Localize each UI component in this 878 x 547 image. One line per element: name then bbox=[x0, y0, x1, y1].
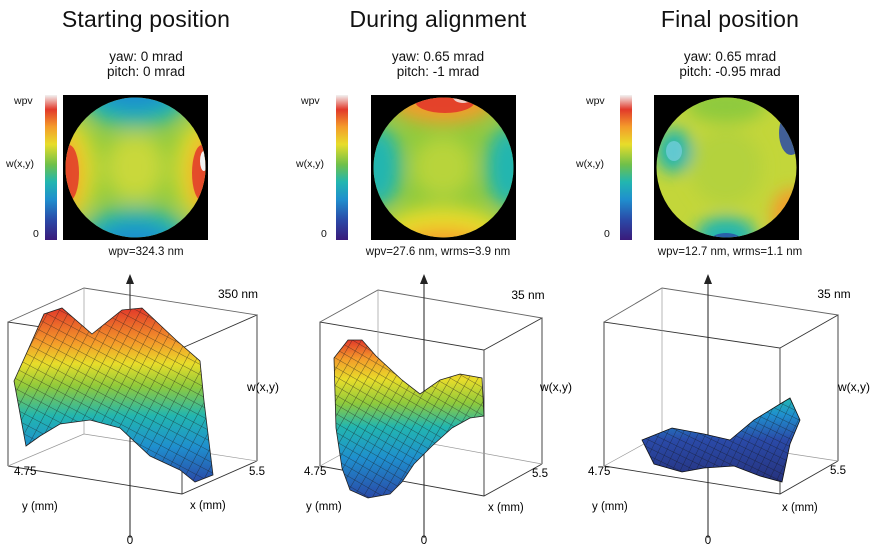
origin-label: 0 bbox=[705, 535, 711, 547]
panel-during-alignment: During alignment yaw: 0.65 mrad pitch: -… bbox=[292, 0, 584, 547]
z-axis-arrow-icon bbox=[420, 274, 428, 284]
x-axis-label: x (mm) bbox=[488, 502, 524, 514]
colorbar-top-label: wpv bbox=[586, 95, 605, 107]
colorbar bbox=[336, 95, 348, 240]
origin-label: 0 bbox=[127, 535, 133, 547]
y-axis-label: y (mm) bbox=[22, 501, 58, 513]
surface-plot: 35 nm w(x,y) 4.75 5.5 y (mm) x (mm) 0 bbox=[304, 274, 572, 547]
wavefront-caption: wpv=27.6 nm, wrms=3.9 nm bbox=[365, 246, 511, 258]
panel-starting-position: Starting position yaw: 0 mrad pitch: 0 m… bbox=[0, 0, 292, 547]
colorbar-bottom-label: 0 bbox=[321, 228, 327, 240]
z-axis-arrow-icon bbox=[704, 274, 712, 284]
z-axis-label: w(x,y) bbox=[539, 380, 572, 394]
x-max-label: 5.5 bbox=[532, 468, 548, 480]
origin-label: 0 bbox=[421, 535, 427, 547]
yaw-label: yaw: 0 mrad bbox=[109, 49, 183, 64]
wavefront-map-image bbox=[656, 97, 797, 238]
y-max-label: 4.75 bbox=[304, 466, 326, 478]
colorbar-mid-label: w(x,y) bbox=[6, 158, 34, 170]
pitch-label: pitch: -1 mrad bbox=[396, 64, 480, 79]
surface-mesh bbox=[641, 397, 801, 483]
z-max-label: 35 nm bbox=[511, 288, 544, 302]
colorbar-mid-label: w(x,y) bbox=[576, 158, 604, 170]
colorbar-bottom-label: 0 bbox=[604, 228, 610, 240]
colorbar-top-label: wpv bbox=[301, 95, 320, 107]
x-axis-label: x (mm) bbox=[190, 500, 226, 512]
surface-mesh bbox=[333, 339, 485, 499]
wavefront-caption: wpv=324.3 nm bbox=[108, 246, 184, 258]
surface-plot: 35 nm w(x,y) 4.75 5.5 y (mm) x (mm) 0 bbox=[588, 274, 870, 547]
wavefront-map bbox=[371, 95, 516, 240]
pitch-label: pitch: -0.95 mrad bbox=[679, 64, 781, 79]
panel-title: Final position bbox=[660, 6, 800, 32]
wavefront-map bbox=[654, 95, 799, 240]
z-axis-label: w(x,y) bbox=[837, 380, 870, 394]
y-axis-label: y (mm) bbox=[592, 501, 628, 513]
surface-plot: 350 nm w(x,y) 4.75 5.5 y (mm) x (mm) 0 bbox=[7, 274, 279, 547]
pitch-label: pitch: 0 mrad bbox=[106, 64, 186, 79]
z-max-label: 350 nm bbox=[218, 287, 258, 301]
colorbar bbox=[45, 95, 57, 240]
x-axis-label: x (mm) bbox=[782, 502, 818, 514]
y-axis-label: y (mm) bbox=[306, 501, 342, 513]
colorbar-bottom-label: 0 bbox=[33, 228, 39, 240]
wavefront-map bbox=[63, 95, 208, 240]
panel-title: During alignment bbox=[349, 6, 527, 32]
panel-final-position: Final position yaw: 0.65 mrad pitch: -0.… bbox=[576, 0, 876, 547]
wavefront-map-image bbox=[373, 97, 514, 238]
colorbar-mid-label: w(x,y) bbox=[296, 158, 324, 170]
y-max-label: 4.75 bbox=[588, 466, 610, 478]
wavefront-caption: wpv=12.7 nm, wrms=1.1 nm bbox=[657, 246, 803, 258]
colorbar-top-label: wpv bbox=[14, 95, 33, 107]
panel-title: Starting position bbox=[61, 6, 231, 32]
wavefront-map-image bbox=[65, 97, 206, 238]
z-axis-label: w(x,y) bbox=[246, 380, 279, 394]
x-max-label: 5.5 bbox=[249, 466, 265, 478]
yaw-label: yaw: 0.65 mrad bbox=[391, 49, 485, 64]
x-max-label: 5.5 bbox=[830, 465, 846, 477]
yaw-label: yaw: 0.65 mrad bbox=[683, 49, 777, 64]
colorbar bbox=[620, 95, 632, 240]
z-max-label: 35 nm bbox=[817, 287, 850, 301]
z-axis-arrow-icon bbox=[126, 274, 134, 284]
y-max-label: 4.75 bbox=[14, 466, 36, 478]
